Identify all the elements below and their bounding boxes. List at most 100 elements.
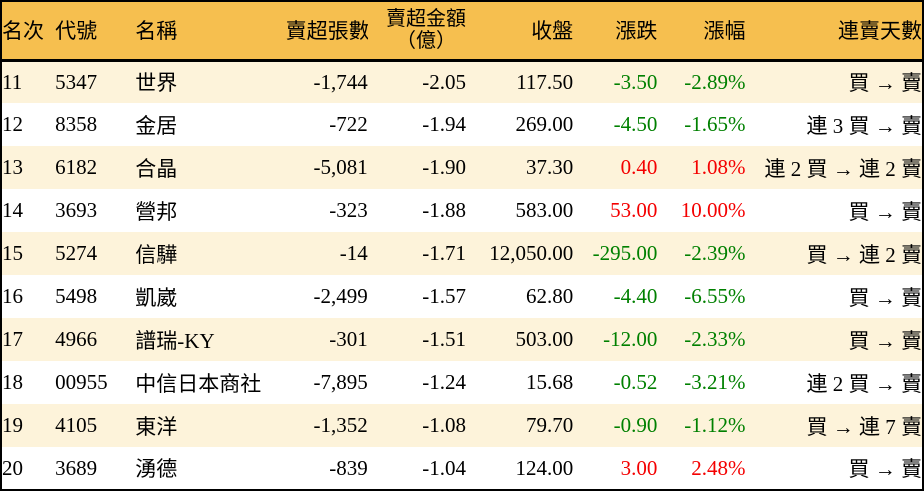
streak-cell: 買 → 賣 xyxy=(848,199,923,224)
streak-cell: 買 → 賣 xyxy=(848,71,923,96)
header-sell-amount-line2: （億） xyxy=(395,29,456,52)
sell-amount-cell: -1.90 xyxy=(422,155,466,179)
rank-cell: 14 xyxy=(2,198,23,222)
header-change: 漲跌 xyxy=(573,1,658,62)
sell-volume-cell: -5,081 xyxy=(313,155,368,179)
streak-cell: 買 → 賣 xyxy=(848,328,923,353)
close-cell: 62.80 xyxy=(525,284,574,308)
header-change-pct: 漲幅 xyxy=(657,1,746,62)
change-cell: -0.90 xyxy=(613,413,658,437)
change-cell: -4.40 xyxy=(613,284,658,308)
table-row: 13 6182 合晶 -5,081 -1.90 37.30 0.40 1.08%… xyxy=(1,146,923,189)
close-cell: 79.70 xyxy=(525,413,574,437)
change-cell: -3.50 xyxy=(613,69,658,94)
change-pct-cell: -3.21% xyxy=(684,370,746,394)
sell-volume-cell: -7,895 xyxy=(313,370,368,394)
code-cell: 3689 xyxy=(55,455,98,480)
change-pct-cell: -6.55% xyxy=(684,284,746,308)
change-cell: -4.50 xyxy=(613,112,658,136)
close-cell: 37.30 xyxy=(525,155,574,179)
sell-volume-cell: -1,352 xyxy=(313,413,368,437)
change-cell: -12.00 xyxy=(603,327,658,351)
change-pct-cell: 10.00% xyxy=(680,198,746,222)
close-cell: 583.00 xyxy=(515,198,574,222)
change-pct-cell: -2.89% xyxy=(684,69,746,94)
sell-amount-cell: -1.51 xyxy=(422,327,466,351)
change-pct-cell: -2.33% xyxy=(684,327,746,351)
code-cell: 4966 xyxy=(55,327,98,351)
header-row: 名次 代號 名稱 賣超張數 賣超金額 （億） 收盤 漲跌 漲幅 連賣天數 xyxy=(1,1,923,62)
name-cell: 世界 xyxy=(135,71,178,96)
streak-cell: 買 → 賣 xyxy=(848,457,923,481)
sell-amount-cell: -1.57 xyxy=(422,284,466,308)
name-cell: 合晶 xyxy=(135,156,178,181)
name-cell: 譜瑞-KY xyxy=(135,328,215,353)
header-name: 名稱 xyxy=(135,1,286,62)
rank-cell: 11 xyxy=(2,69,23,94)
header-sell-amount-line1: 賣超金額 xyxy=(385,7,466,30)
close-cell: 15.68 xyxy=(525,370,574,394)
streak-cell: 連 2 買 → 連 2 賣 xyxy=(764,156,923,181)
header-rank: 名次 xyxy=(1,1,56,62)
sell-amount-cell: -1.94 xyxy=(422,112,466,136)
close-cell: 503.00 xyxy=(515,327,574,351)
table-row: 15 5274 信驊 -14 -1.71 12,050.00 -295.00 -… xyxy=(1,232,923,275)
table-row: 11 5347 世界 -1,744 -2.05 117.50 -3.50 -2.… xyxy=(1,60,923,103)
sell-volume-cell: -301 xyxy=(329,327,368,351)
rank-cell: 19 xyxy=(2,413,23,437)
name-cell: 金居 xyxy=(135,113,178,138)
name-cell: 東洋 xyxy=(135,414,178,439)
streak-cell: 買 → 連 7 賣 xyxy=(806,414,923,439)
code-cell: 3693 xyxy=(55,198,98,222)
change-cell: 0.40 xyxy=(620,155,658,179)
sell-volume-cell: -839 xyxy=(329,455,368,480)
change-pct-cell: -2.39% xyxy=(684,241,746,265)
rank-cell: 13 xyxy=(2,155,23,179)
sell-amount-cell: -1.71 xyxy=(422,241,466,265)
close-cell: 124.00 xyxy=(515,455,574,480)
rank-cell: 12 xyxy=(2,112,23,136)
table-row: 12 8358 金居 -722 -1.94 269.00 -4.50 -1.65… xyxy=(1,103,923,146)
change-pct-cell: -1.12% xyxy=(684,413,746,437)
change-cell: 53.00 xyxy=(610,198,658,222)
streak-cell: 買 → 連 2 賣 xyxy=(806,242,923,267)
header-code: 代號 xyxy=(55,1,136,62)
rank-cell: 18 xyxy=(2,370,23,394)
rank-cell: 16 xyxy=(2,284,23,308)
sell-amount-cell: -1.24 xyxy=(422,370,466,394)
name-cell: 營邦 xyxy=(135,199,178,224)
header-sell-amount: 賣超金額 （億） xyxy=(367,1,466,62)
code-cell: 5274 xyxy=(55,241,98,265)
streak-cell: 買 → 賣 xyxy=(848,285,923,310)
table-row: 18 00955 中信日本商社 -7,895 -1.24 15.68 -0.52… xyxy=(1,361,923,404)
table-row: 19 4105 東洋 -1,352 -1.08 79.70 -0.90 -1.1… xyxy=(1,404,923,447)
change-cell: -295.00 xyxy=(592,241,658,265)
rank-cell: 17 xyxy=(2,327,23,351)
code-cell: 8358 xyxy=(55,112,98,136)
close-cell: 12,050.00 xyxy=(489,241,574,265)
close-cell: 269.00 xyxy=(515,112,574,136)
sell-volume-cell: -1,744 xyxy=(313,69,368,94)
sell-amount-cell: -2.05 xyxy=(422,69,466,94)
header-streak: 連賣天數 xyxy=(745,1,923,62)
table-header: 名次 代號 名稱 賣超張數 賣超金額 （億） 收盤 漲跌 漲幅 連賣天數 xyxy=(1,1,923,62)
code-cell: 5347 xyxy=(55,69,98,94)
name-cell: 信驊 xyxy=(135,242,178,267)
table-body: 11 5347 世界 -1,744 -2.05 117.50 -3.50 -2.… xyxy=(1,60,923,490)
table-row: 17 4966 譜瑞-KY -301 -1.51 503.00 -12.00 -… xyxy=(1,318,923,361)
change-cell: 3.00 xyxy=(620,455,658,480)
sell-amount-cell: -1.04 xyxy=(422,455,466,480)
sell-amount-cell: -1.08 xyxy=(422,413,466,437)
streak-cell: 連 3 買 → 賣 xyxy=(806,113,923,138)
rank-cell: 20 xyxy=(2,455,23,480)
sell-volume-cell: -323 xyxy=(329,198,368,222)
sell-volume-cell: -722 xyxy=(329,112,368,136)
sell-volume-cell: -14 xyxy=(339,241,368,265)
header-sell-amount-label: 賣超金額 （億） xyxy=(386,8,466,52)
rank-cell: 15 xyxy=(2,241,23,265)
change-pct-cell: 1.08% xyxy=(691,155,746,179)
code-cell: 00955 xyxy=(55,370,108,394)
name-cell: 凱崴 xyxy=(135,285,178,310)
